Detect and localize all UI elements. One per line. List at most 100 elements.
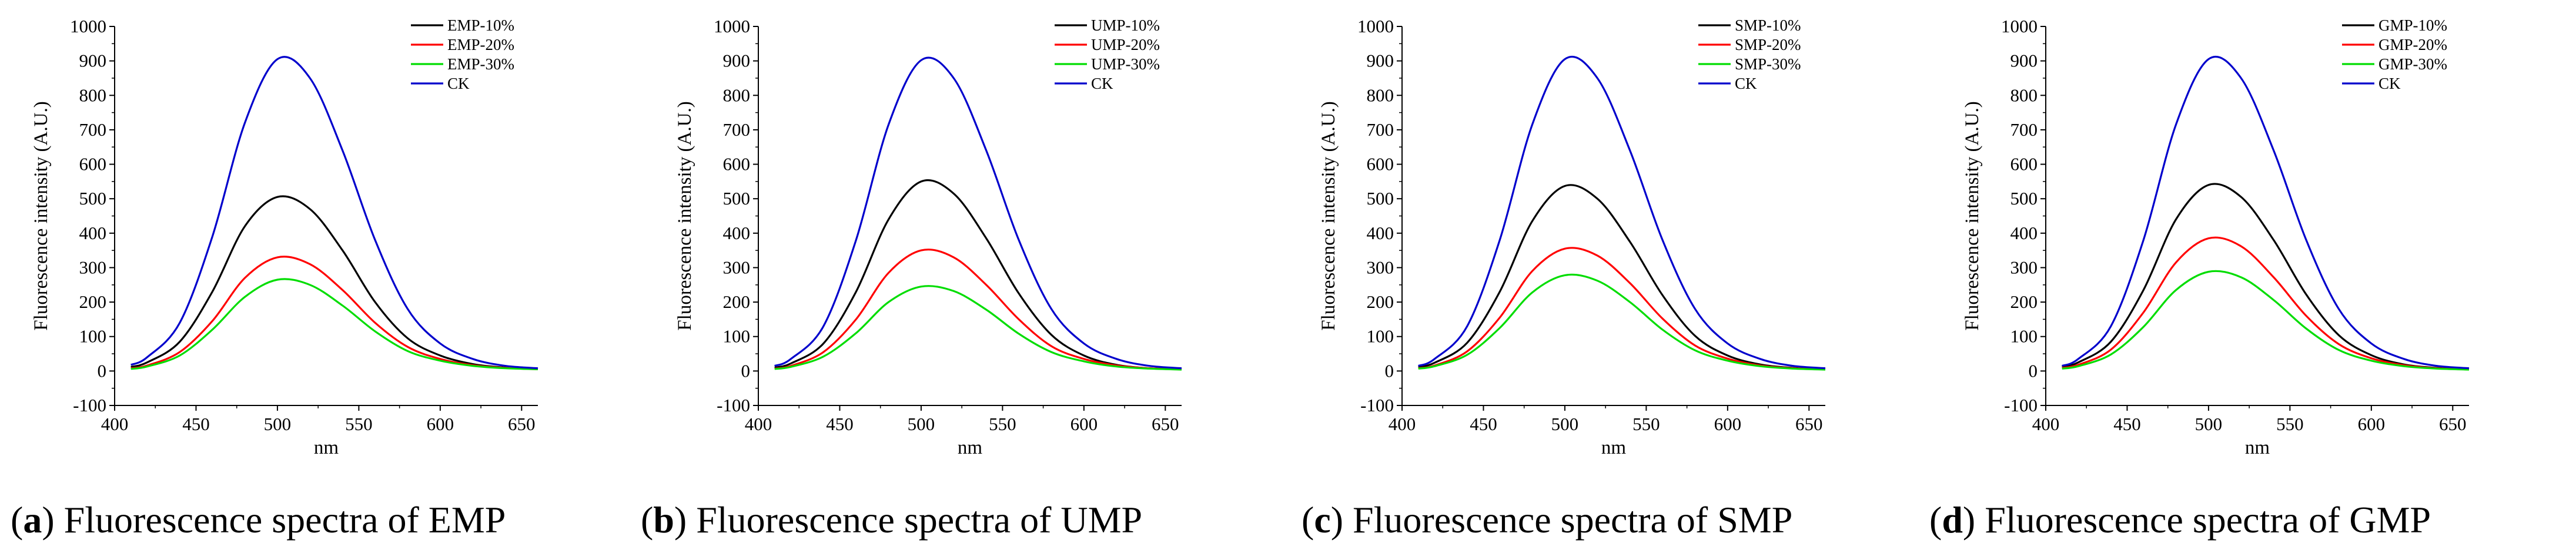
y-tick-label: 800: [79, 85, 107, 105]
x-tick-label: 600: [1714, 414, 1742, 434]
x-axis-label: nm: [2245, 437, 2270, 458]
x-tick-label: 650: [508, 414, 536, 434]
x-axis-label: nm: [1601, 437, 1627, 458]
caption-c: (c) Fluorescence spectra of SMP: [1302, 499, 1793, 541]
y-tick-label: 900: [2010, 51, 2038, 71]
y-tick-label: 100: [79, 326, 107, 347]
x-tick-label: 600: [1070, 414, 1098, 434]
y-tick-label: 1000: [1357, 16, 1394, 36]
series-line-2: [774, 285, 1182, 371]
series-line-2: [131, 278, 538, 370]
y-tick-label: 700: [1367, 119, 1394, 140]
legend-label-2: SMP-30%: [1735, 55, 1801, 73]
x-tick-label: 450: [826, 414, 854, 434]
y-tick-label: 800: [1367, 85, 1394, 105]
legend-label-1: EMP-20%: [447, 36, 514, 53]
legend-label-3: CK: [447, 75, 470, 92]
legend-label-3: CK: [2378, 75, 2401, 92]
x-tick-label: 500: [908, 414, 935, 434]
legend-label-0: UMP-10%: [1091, 16, 1160, 34]
series-line-0: [1418, 184, 1826, 370]
legend-label-0: SMP-10%: [1735, 16, 1801, 34]
y-tick-label: 400: [1367, 223, 1394, 243]
legend-label-0: GMP-10%: [2378, 16, 2447, 34]
panel-d: -100 0 100 200 300 400 500 600 700 800 900 1000 400 4…: [1931, 0, 2575, 560]
caption-b: (b) Fluorescence spectra of UMP: [641, 499, 1143, 541]
y-tick-label: 0: [1385, 360, 1394, 381]
y-tick-label: 600: [2010, 154, 2038, 175]
legend-label-1: UMP-20%: [1091, 36, 1160, 53]
x-tick-label: 500: [2195, 414, 2223, 434]
x-tick-label: 400: [2032, 414, 2060, 434]
y-tick-label: 100: [1367, 326, 1394, 347]
y-tick-label: 100: [723, 326, 751, 347]
x-tick-label: 450: [2113, 414, 2141, 434]
y-tick-label: -100: [717, 395, 750, 415]
chart-b: -100 0 100 200 300 400 500 600 700 800 900 1000 400 4…: [674, 16, 1182, 458]
y-axis-label: Fluorescence intensity (A.U.): [1318, 101, 1339, 330]
y-tick-label: -100: [1360, 395, 1394, 415]
y-tick-label: 200: [1367, 291, 1394, 312]
x-tick-label: 450: [1470, 414, 1497, 434]
series-line-1: [774, 249, 1182, 370]
chart-a: -100 0 100 200 300 400 500 600 700 800 900 1000 400 4…: [31, 16, 538, 458]
y-tick-label: 1000: [714, 16, 750, 36]
y-tick-label: 500: [723, 188, 751, 209]
x-tick-label: 400: [101, 414, 129, 434]
legend-label-3: CK: [1091, 75, 1113, 92]
y-axis-label: Fluorescence intensity (A.U.): [31, 101, 52, 330]
y-tick-label: 800: [723, 85, 751, 105]
series-line-2: [2062, 270, 2470, 371]
x-tick-label: 400: [1389, 414, 1416, 434]
y-tick-label: 0: [98, 360, 107, 381]
chart-c: -100 0 100 200 300 400 500 600 700 800 900 1000 400 4…: [1318, 16, 1826, 458]
panel-a: -100 0 100 200 300 400 500 600 700 800 900 1000 400 4…: [0, 0, 644, 560]
legend-label-2: GMP-30%: [2378, 55, 2447, 73]
panel-b: -100 0 100 200 300 400 500 600 700 800 900 1000 400 4…: [644, 0, 1287, 560]
y-tick-label: 700: [723, 119, 751, 140]
x-tick-label: 500: [264, 414, 292, 434]
x-tick-label: 550: [989, 414, 1016, 434]
legend-label-2: EMP-30%: [447, 55, 514, 73]
y-tick-label: -100: [2004, 395, 2038, 415]
x-tick-label: 450: [182, 414, 210, 434]
y-axis-label: Fluorescence intensity (A.U.): [1962, 101, 1983, 330]
y-tick-label: 100: [2010, 326, 2038, 347]
series-line-0: [2062, 183, 2470, 370]
caption-a: (a) Fluorescence spectra of EMP: [11, 499, 506, 541]
x-tick-label: 650: [1795, 414, 1823, 434]
series-line-3: [1418, 55, 1826, 370]
y-tick-label: 600: [723, 154, 751, 175]
y-tick-label: 200: [79, 291, 107, 312]
y-tick-label: 200: [2010, 291, 2038, 312]
y-tick-label: 400: [723, 223, 751, 243]
panel-c: -100 0 100 200 300 400 500 600 700 800 900 1000 400 4…: [1287, 0, 1931, 560]
y-tick-label: 300: [2010, 257, 2038, 277]
series-line-3: [2062, 55, 2470, 370]
series-line-1: [2062, 236, 2470, 370]
x-axis-label: nm: [958, 437, 983, 458]
series-line-0: [131, 195, 538, 370]
y-tick-label: 300: [1367, 257, 1394, 277]
x-tick-label: 600: [2358, 414, 2386, 434]
y-tick-label: 700: [79, 119, 107, 140]
y-tick-label: 600: [79, 154, 107, 175]
y-tick-label: 0: [2029, 360, 2038, 381]
y-tick-label: 300: [723, 257, 751, 277]
legend-label-2: UMP-30%: [1091, 55, 1160, 73]
legend-label-3: CK: [1735, 75, 1757, 92]
x-tick-label: 650: [2439, 414, 2467, 434]
y-tick-label: 600: [1367, 154, 1394, 175]
x-tick-label: 400: [745, 414, 772, 434]
y-tick-label: 900: [1367, 51, 1394, 71]
caption-d: (d) Fluorescence spectra of GMP: [1929, 499, 2431, 541]
series-line-3: [131, 56, 538, 370]
y-tick-label: 500: [2010, 188, 2038, 209]
y-tick-label: 300: [79, 257, 107, 277]
x-tick-label: 600: [427, 414, 454, 434]
series-line-3: [774, 56, 1182, 370]
series-line-1: [131, 256, 538, 370]
y-tick-label: 500: [79, 188, 107, 209]
y-tick-label: 800: [2010, 85, 2038, 105]
